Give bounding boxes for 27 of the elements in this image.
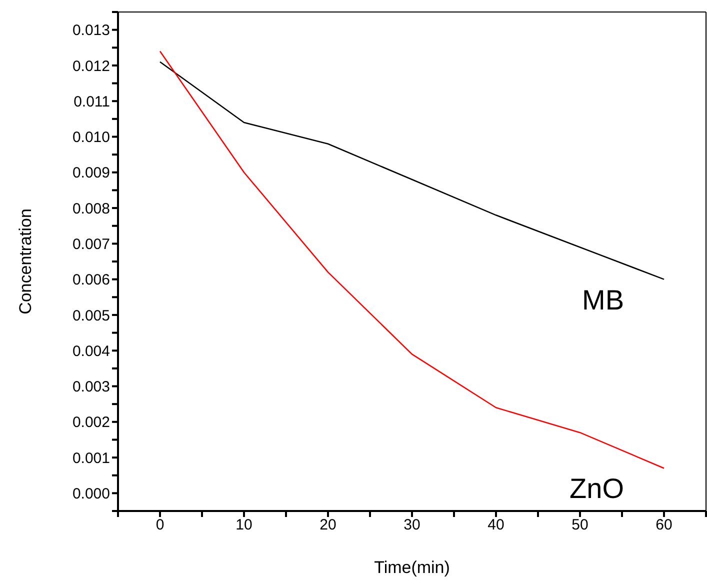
y-tick-label: 0.003 bbox=[72, 378, 110, 396]
y-tick-label: 0.004 bbox=[72, 342, 110, 360]
y-tick-label: 0.002 bbox=[72, 414, 110, 432]
x-tick-label: 60 bbox=[656, 516, 672, 534]
y-tick-label: 0.008 bbox=[72, 200, 110, 218]
x-tick-label: 40 bbox=[488, 516, 504, 534]
x-tick-label: 20 bbox=[320, 516, 336, 534]
y-tick-label: 0.013 bbox=[72, 22, 110, 40]
y-tick-label: 0.007 bbox=[72, 236, 110, 254]
y-tick-label: 0.006 bbox=[72, 272, 110, 289]
y-tick-label: 0.012 bbox=[72, 58, 110, 75]
y-tick-label: 0.011 bbox=[74, 93, 110, 110]
x-tick-label: 50 bbox=[572, 516, 588, 534]
x-tick-label: 10 bbox=[236, 516, 252, 534]
y-tick-label: 0.000 bbox=[72, 486, 110, 503]
line-series bbox=[159, 50, 665, 469]
y-tick-label: 0.001 bbox=[72, 450, 110, 467]
series-label: MB bbox=[582, 284, 624, 316]
y-tick-label: 0.009 bbox=[72, 164, 110, 182]
x-tick-label: 0 bbox=[156, 516, 164, 534]
x-axis-title: Time(min) bbox=[374, 558, 450, 577]
y-axis-title: Concentration bbox=[16, 208, 36, 314]
x-tick-label: 30 bbox=[404, 516, 420, 534]
line-series bbox=[159, 61, 665, 280]
series-label: ZnO bbox=[570, 473, 624, 504]
y-tick-label: 0.010 bbox=[72, 129, 110, 146]
y-tick-label: 0.005 bbox=[72, 307, 110, 324]
